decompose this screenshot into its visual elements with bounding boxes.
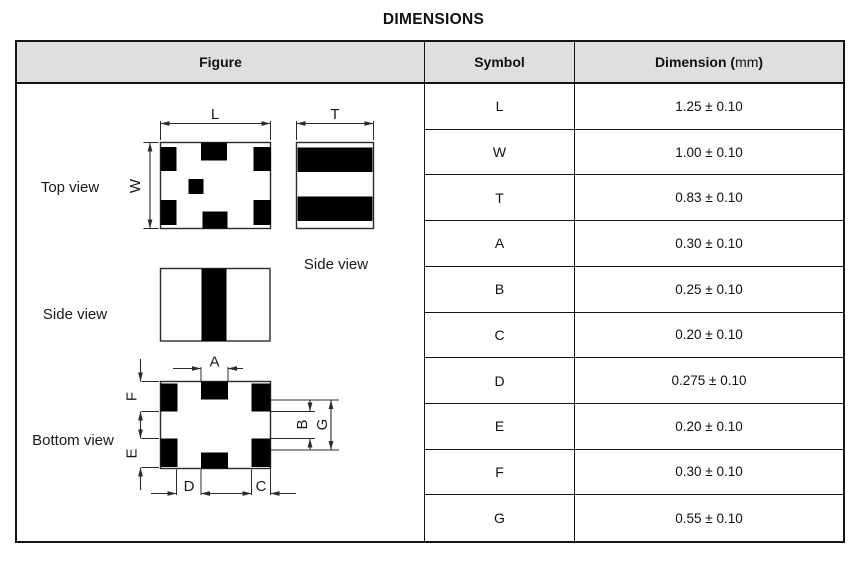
column-header-symbol: Symbol [425, 42, 575, 84]
dimension-header-unit: mm [735, 54, 759, 70]
dimension-cell-F: 0.30 ± 0.10 [575, 450, 843, 496]
dimension-cell-T: 0.83 ± 0.10 [575, 175, 843, 222]
dimension-cell-C: 0.20 ± 0.10 [575, 313, 843, 359]
symbol-cell-L: L [425, 84, 575, 130]
dimension-header-close: ) [758, 54, 764, 70]
symbol-cell-W: W [425, 129, 575, 176]
dimension-cell-L: 1.25 ± 0.10 [575, 84, 843, 130]
dimension-cell-B: 0.25 ± 0.10 [575, 267, 843, 313]
figure-cell [17, 84, 425, 541]
symbol-cell-A: A [425, 221, 575, 267]
column-header-dimension: Dimension (mm) [575, 42, 843, 84]
symbol-cell-T: T [425, 175, 575, 222]
dimension-cell-G: 0.55 ± 0.10 [675, 510, 743, 526]
dimension-cell-D: 0.275 ± 0.10 [575, 358, 843, 404]
symbol-cell-F: F [425, 449, 575, 496]
symbol-cell-G: G [425, 495, 575, 541]
symbol-cell-E: E [425, 403, 575, 450]
dimension-header-text: Dimension ( [654, 54, 736, 70]
symbol-cell-D: D [425, 358, 575, 404]
dimension-cell-E: 0.20 ± 0.10 [575, 404, 843, 450]
symbol-cell-B: B [425, 266, 575, 313]
symbol-cell-C: C [425, 312, 575, 359]
column-header-figure: Figure [17, 42, 425, 84]
dimension-cell-A: 0.30 ± 0.10 [575, 221, 843, 267]
page-title: DIMENSIONS [382, 11, 485, 28]
dimension-cell-W: 1.00 ± 0.10 [575, 130, 843, 176]
dimensions-table: Figure Symbol Dimension (mm) L 1.25 ± 0.… [15, 40, 845, 543]
